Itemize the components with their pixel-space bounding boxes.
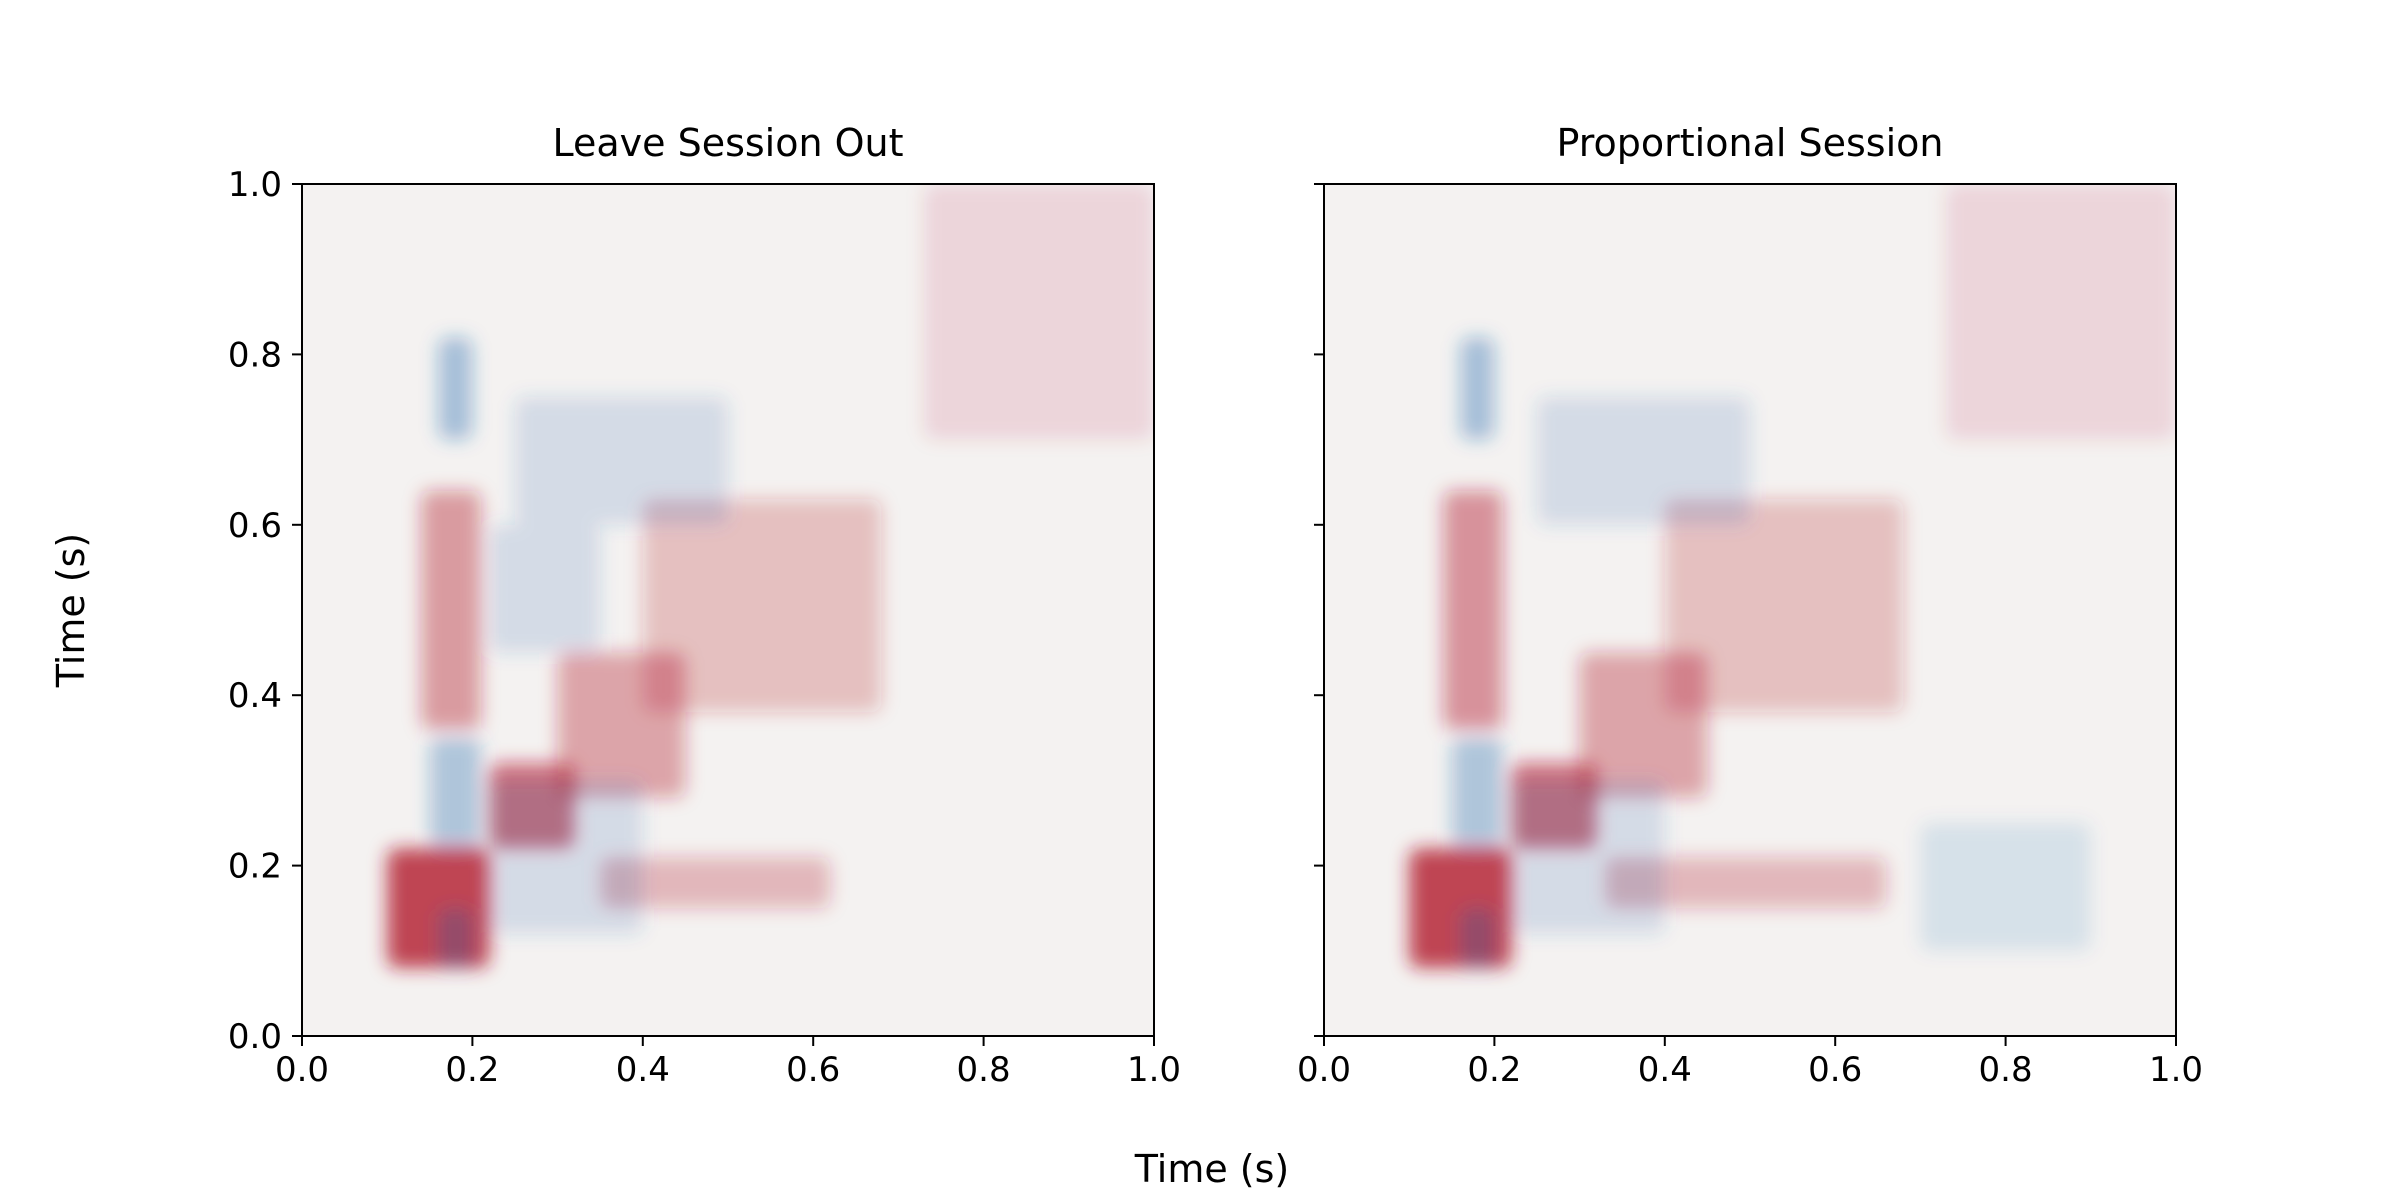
x-tick-label: 1.0: [1127, 1050, 1181, 1090]
heatmap-region-6: [923, 184, 1154, 440]
heatmap-region-7: [429, 737, 481, 849]
heatmap-region-12: [1920, 823, 2091, 951]
heatmap-region-3: [1443, 490, 1503, 730]
y-ticks: 0.0 0.2 0.4 0.6 0.8 1.0: [228, 165, 302, 1057]
y-tick-label: 0.2: [228, 847, 282, 887]
y-ticks: [1314, 183, 1324, 1037]
x-tick-label: 0.0: [275, 1050, 329, 1090]
x-tick-label: 1.0: [2149, 1050, 2203, 1090]
y-tick-label: 1.0: [228, 165, 282, 205]
x-tick-label: 0.6: [1808, 1050, 1862, 1090]
x-tick-label: 0.4: [616, 1050, 670, 1090]
heatmap-region-9: [438, 908, 473, 968]
x-tick-label: 0.8: [957, 1050, 1011, 1090]
x-tick-label: 0.8: [1979, 1050, 2033, 1090]
panel-leave-session-out: Leave Session Out 0.0 0.2 0.4 0.6 0.8 1.0 0.0…: [228, 121, 1181, 1090]
heatmap-region-7: [1451, 737, 1503, 849]
heatmap-regions: [1409, 184, 2176, 968]
heatmap-region-10: [1511, 780, 1665, 934]
panel-title: Proportional Session: [1557, 121, 1944, 165]
heatmap-region-10: [489, 780, 643, 934]
y-axis-label: Time (s): [49, 533, 93, 689]
heatmap-region-6: [1945, 184, 2176, 440]
x-ticks: 0.0 0.2 0.4 0.6 0.8 1.0: [1297, 1036, 2203, 1090]
heatmap-region-9: [1460, 908, 1495, 968]
x-tick-label: 0.2: [1467, 1050, 1521, 1090]
x-tick-label: 0.0: [1297, 1050, 1351, 1090]
heatmap-region-4: [642, 499, 882, 713]
plot-frame: [1323, 183, 2177, 1037]
heatmap-region-11: [515, 397, 728, 525]
heatmap-region-11: [1537, 397, 1750, 525]
heatmap-region-5: [600, 857, 831, 909]
heatmap-region-8: [438, 337, 473, 440]
x-axis-label: Time (s): [1134, 1147, 1290, 1191]
heatmap-region-8: [1460, 337, 1495, 440]
y-tick-label: 0.4: [228, 676, 282, 716]
x-tick-label: 0.6: [786, 1050, 840, 1090]
x-ticks: 0.0 0.2 0.4 0.6 0.8 1.0: [275, 1036, 1181, 1090]
y-tick-label: 0.8: [228, 335, 282, 375]
x-tick-label: 0.4: [1638, 1050, 1692, 1090]
y-tick-label: 0.0: [228, 1017, 282, 1057]
y-tick-label: 0.6: [228, 506, 282, 546]
panel-proportional-session: Proportional Session 0.0 0.2 0.4 0.6 0.8 1.0: [1297, 121, 2203, 1090]
plot-frame: [301, 183, 1155, 1037]
heatmap-region-4: [1664, 499, 1904, 713]
heatmap-region-3: [421, 490, 481, 730]
panel-title: Leave Session Out: [552, 121, 903, 165]
heatmap-region-12: [489, 524, 601, 653]
heatmap-regions: [387, 184, 1154, 968]
x-tick-label: 0.2: [445, 1050, 499, 1090]
heatmap-region-5: [1605, 857, 1887, 909]
